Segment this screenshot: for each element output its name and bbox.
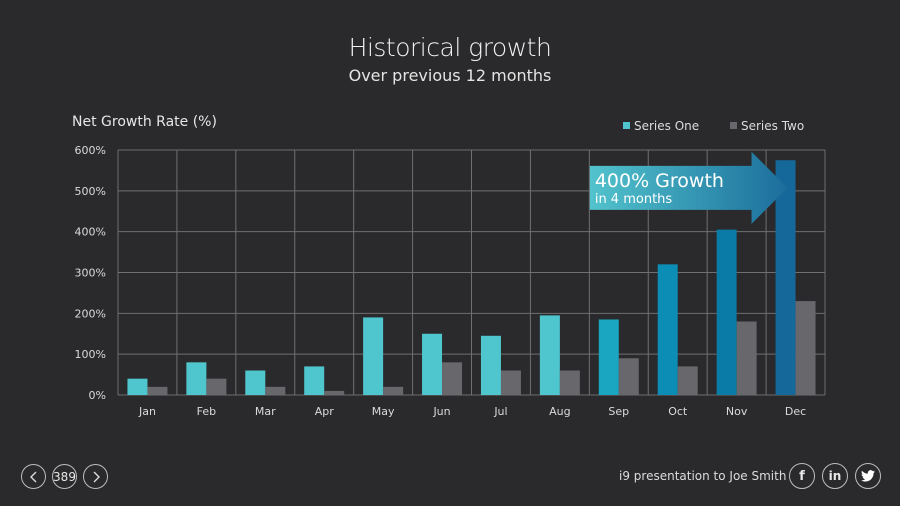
y-axis-label: Net Growth Rate (%) <box>72 114 217 130</box>
y-tick-label: 200% <box>75 307 106 320</box>
chart-title: Historical growth <box>348 33 552 62</box>
twitter-icon <box>861 470 875 482</box>
bar-series-two-may <box>383 386 404 395</box>
bar-series-one-apr <box>304 366 325 395</box>
linkedin-button[interactable]: in <box>822 463 848 489</box>
x-tick-label: Feb <box>197 405 216 418</box>
bar-series-one-oct <box>657 264 678 395</box>
bar-series-one-sep <box>598 319 619 395</box>
annotation-subtitle: in 4 months <box>595 192 673 207</box>
bar-series-two-jan <box>147 386 168 395</box>
x-tick-label: Nov <box>726 405 748 418</box>
x-tick-label: Aug <box>549 405 570 418</box>
bar-series-two-apr <box>324 390 345 395</box>
growth-arrow <box>589 151 788 224</box>
legend-swatch-series-two <box>730 122 737 129</box>
next-slide-button[interactable] <box>83 464 108 489</box>
linkedin-icon: in <box>828 469 842 483</box>
bar-series-two-mar <box>265 386 286 395</box>
x-tick-label: May <box>372 405 395 418</box>
bar-series-one-nov <box>716 229 737 395</box>
facebook-button[interactable]: f <box>789 463 815 489</box>
axis-labels: 0% 100% 200% 300% 400% 500% 600% Jan Feb Mar Apr Ma… <box>75 144 807 418</box>
bar-series-two-dec <box>795 301 816 395</box>
chart-subtitle: Over previous 12 months <box>348 66 552 85</box>
chevron-right-icon <box>93 471 100 482</box>
chart-grid <box>117 149 826 396</box>
x-tick-label: Jan <box>138 405 156 418</box>
legend-swatch-series-one <box>623 122 630 129</box>
bar-series-one-aug <box>539 315 560 395</box>
x-tick-label: Oct <box>668 405 688 418</box>
x-tick-label: Jul <box>493 405 507 418</box>
y-tick-label: 300% <box>75 267 106 280</box>
bar-series-two-jun <box>442 362 463 395</box>
chevron-left-icon <box>29 471 36 482</box>
bar-series-two-nov <box>736 321 757 395</box>
y-tick-label: 400% <box>75 226 106 239</box>
chart-bars <box>127 160 816 395</box>
prev-slide-button[interactable] <box>21 464 46 489</box>
bar-series-two-oct <box>677 366 698 395</box>
page-number[interactable]: 389 <box>52 464 77 489</box>
social-links: f in <box>789 463 881 489</box>
y-tick-label: 100% <box>75 348 106 361</box>
y-tick-label: 500% <box>75 185 106 198</box>
presentation-info: i9 presentation to Joe Smith <box>619 469 787 483</box>
x-tick-label: Sep <box>608 405 629 418</box>
twitter-button[interactable] <box>855 463 881 489</box>
bar-series-one-jul <box>480 335 501 395</box>
bar-series-two-jul <box>500 370 521 395</box>
slide-navigation: 389 <box>21 464 108 489</box>
x-tick-label: Jun <box>432 405 450 418</box>
bar-series-one-dec <box>775 160 796 395</box>
x-tick-label: Mar <box>255 405 276 418</box>
bar-series-two-feb <box>206 378 227 395</box>
x-tick-label: Apr <box>315 405 335 418</box>
y-tick-label: 0% <box>89 389 106 402</box>
x-tick-label: Dec <box>785 405 806 418</box>
bar-series-two-aug <box>559 370 580 395</box>
y-tick-label: 600% <box>75 144 106 157</box>
facebook-icon: f <box>799 468 805 484</box>
legend-label-series-one: Series One <box>634 119 700 133</box>
legend-item-series-two: Series Two <box>730 119 804 133</box>
bar-series-one-feb <box>186 362 207 395</box>
bar-series-one-mar <box>245 370 266 395</box>
bar-series-one-may <box>363 317 384 395</box>
legend-item-series-one: Series One <box>623 119 699 133</box>
annotation-title: 400% Growth <box>595 170 724 192</box>
bar-series-two-sep <box>618 358 639 395</box>
bar-series-one-jun <box>422 333 443 395</box>
bar-series-one-jan <box>127 378 148 395</box>
legend-label-series-two: Series Two <box>741 119 805 133</box>
